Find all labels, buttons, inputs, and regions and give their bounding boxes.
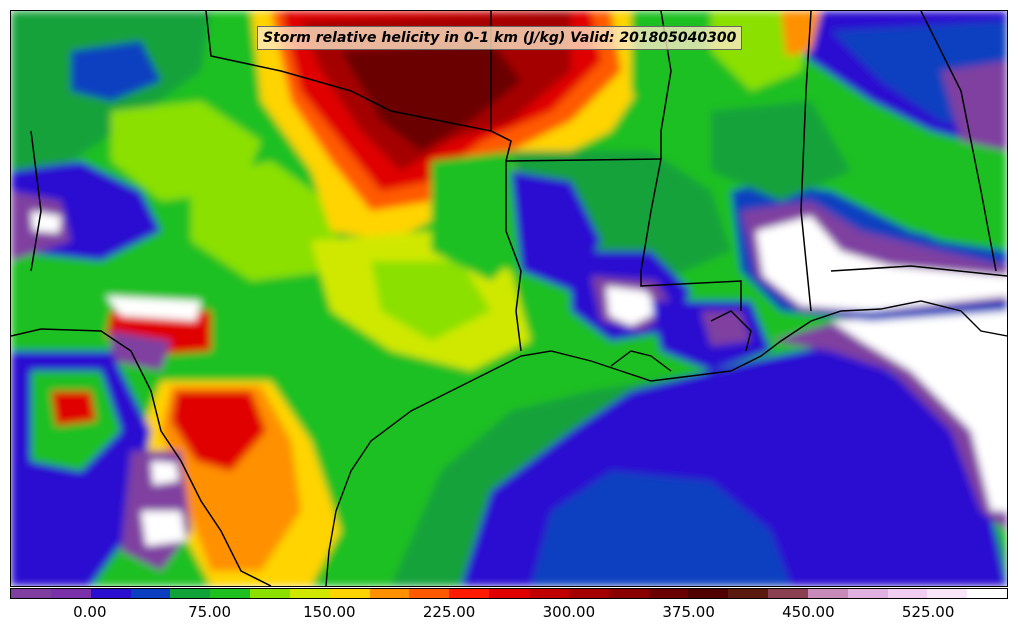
colorbar-segment: [289, 589, 330, 598]
colorbar-segment: [50, 589, 91, 598]
colorbar-tick-label: 75.00: [188, 603, 232, 621]
colorbar-segment: [11, 589, 51, 598]
colorbar-tick-label: 0.00: [73, 603, 107, 621]
colorbar-segment: [250, 589, 290, 598]
colorbar: [10, 588, 1008, 599]
colorbar-segment: [449, 589, 490, 598]
colorbar-segment: [608, 589, 649, 598]
colorbar-segment: [210, 589, 251, 598]
colorbar-segment: [807, 589, 848, 598]
colorbar-segment: [329, 589, 370, 598]
state-boundaries: [11, 11, 1007, 586]
colorbar-segment: [768, 589, 808, 598]
colorbar-segment: [130, 589, 171, 598]
colorbar-segment: [847, 589, 888, 598]
colorbar-tick-label: 450.00: [782, 603, 835, 621]
colorbar-segment: [528, 589, 569, 598]
colorbar-segment: [568, 589, 609, 598]
colorbar-tick-label: 225.00: [422, 603, 476, 621]
colorbar-segment: [967, 589, 1008, 598]
colorbar-tick-label: 300.00: [542, 603, 596, 621]
colorbar-segment: [728, 589, 769, 598]
colorbar-segment: [648, 589, 689, 598]
helicity-contours: [11, 11, 1007, 586]
colorbar-segment: [688, 589, 729, 598]
map-panel: Storm relative helicity in 0-1 km (J/kg)…: [10, 10, 1008, 587]
helicity-map: [11, 11, 1007, 586]
colorbar-ticks: 0.00 75.00 150.00 225.00 300.00 375.00 450.00 5…: [10, 601, 1008, 625]
colorbar-segment: [887, 589, 928, 598]
colorbar-segment: [369, 589, 410, 598]
colorbar-segment: [927, 589, 968, 598]
colorbar-segment: [170, 589, 211, 598]
colorbar-tick-label: 150.00: [303, 603, 356, 621]
colorbar-segment: [90, 589, 131, 598]
colorbar-tick-label: 375.00: [662, 603, 715, 621]
colorbar-segment: [489, 589, 529, 598]
colorbar-segment: [409, 589, 450, 598]
colorbar-tick-label: 525.00: [901, 603, 955, 621]
map-title: Storm relative helicity in 0-1 km (J/kg)…: [257, 26, 743, 50]
coastline: [325, 300, 1007, 586]
